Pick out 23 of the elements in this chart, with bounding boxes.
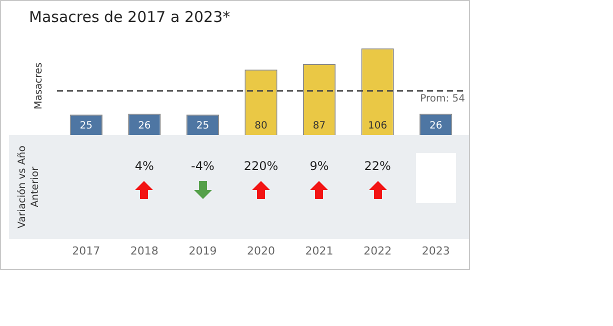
text: Variación vs Año Anterior <box>17 146 42 228</box>
x-tick-label: 2020 <box>247 244 275 258</box>
data-label: 26 <box>138 120 151 132</box>
x-tick-label: 2021 <box>305 244 334 258</box>
y-axis-title: Masacres <box>34 62 45 110</box>
text: 9% <box>310 159 329 174</box>
data-label: 87 <box>312 120 326 132</box>
x-tick-label: 2019 <box>188 244 217 258</box>
x-tick-label: 2017 <box>72 244 100 258</box>
data-label: 80 <box>254 120 268 132</box>
text: 220% <box>244 159 278 174</box>
data-label: 106 <box>368 120 388 132</box>
data-label: 26 <box>429 120 442 132</box>
text: 22% <box>364 159 391 174</box>
chart-title: Masacres de 2017 a 2023* <box>29 8 231 26</box>
ref-line-label: Prom: 54 <box>420 93 465 104</box>
text: 4% <box>134 159 154 174</box>
text: -4% <box>191 159 214 174</box>
x-tick-label: 2022 <box>364 244 392 258</box>
x-tick-label: 2023 <box>422 244 450 258</box>
data-label: 25 <box>80 120 93 132</box>
data-label: 25 <box>196 120 210 132</box>
x-tick-label: 2018 <box>130 244 158 258</box>
